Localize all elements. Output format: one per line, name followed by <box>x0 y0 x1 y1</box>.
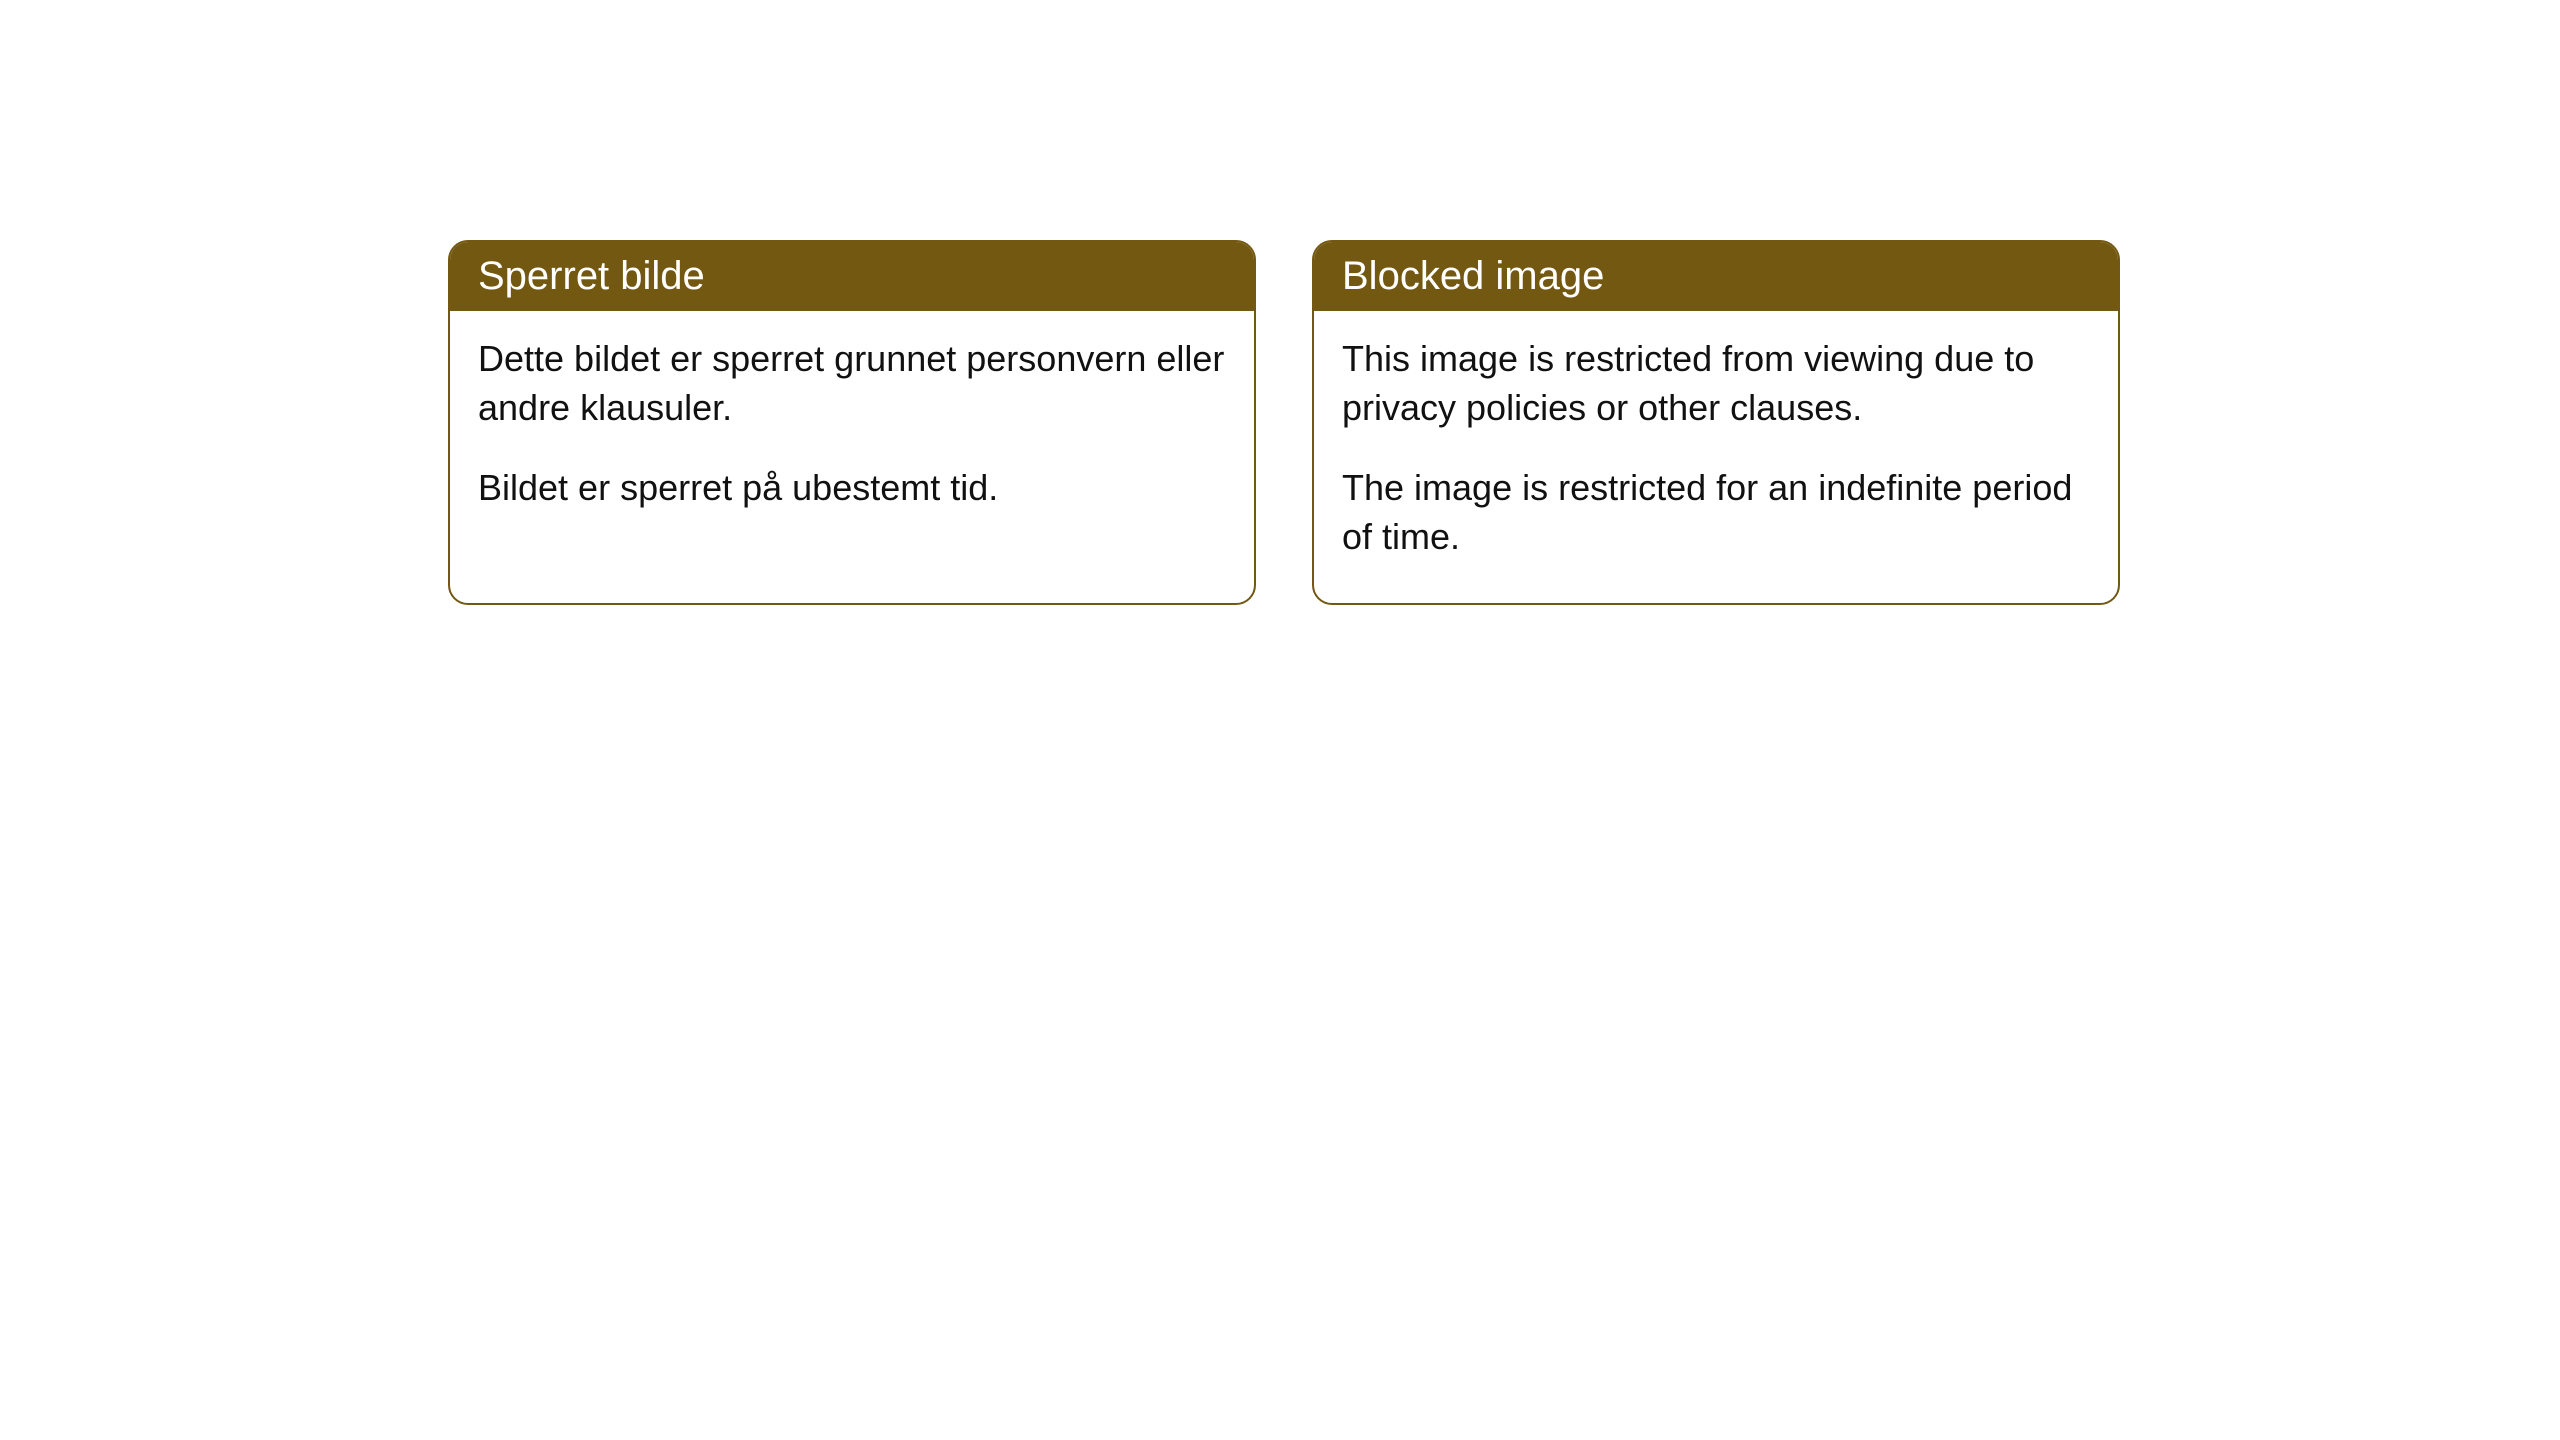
blocked-image-card-norwegian: Sperret bilde Dette bildet er sperret gr… <box>448 240 1256 605</box>
card-title: Blocked image <box>1342 254 1604 298</box>
card-header: Sperret bilde <box>450 242 1254 311</box>
card-paragraph: This image is restricted from viewing du… <box>1342 335 2090 432</box>
card-paragraph: Bildet er sperret på ubestemt tid. <box>478 464 1226 513</box>
card-title: Sperret bilde <box>478 254 705 298</box>
card-body: Dette bildet er sperret grunnet personve… <box>450 311 1254 555</box>
cards-container: Sperret bilde Dette bildet er sperret gr… <box>0 0 2560 605</box>
card-body: This image is restricted from viewing du… <box>1314 311 2118 603</box>
blocked-image-card-english: Blocked image This image is restricted f… <box>1312 240 2120 605</box>
card-paragraph: Dette bildet er sperret grunnet personve… <box>478 335 1226 432</box>
card-header: Blocked image <box>1314 242 2118 311</box>
card-paragraph: The image is restricted for an indefinit… <box>1342 464 2090 561</box>
